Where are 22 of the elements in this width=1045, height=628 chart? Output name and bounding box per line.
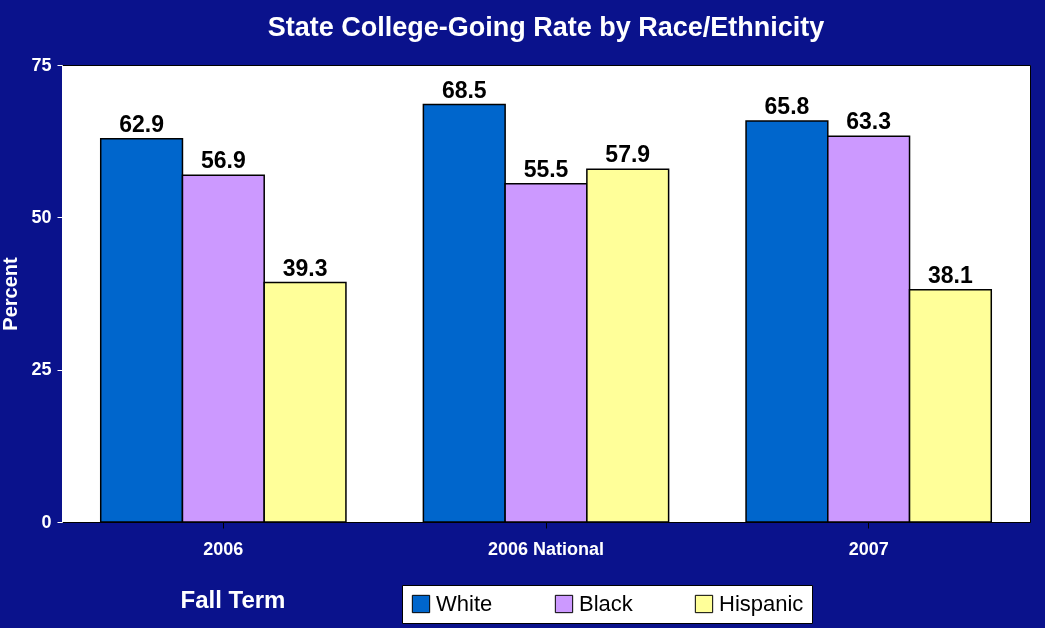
data-label: 68.5 — [441, 76, 487, 103]
legend-label: White — [436, 591, 493, 616]
x-axis-title: Fall Term — [180, 585, 286, 613]
data-label: 63.3 — [846, 108, 892, 135]
legend-label: Hispanic — [719, 591, 804, 616]
data-label: 65.8 — [764, 93, 810, 120]
data-label: 38.1 — [928, 261, 973, 288]
y-tick-label: 50 — [31, 206, 52, 227]
data-label: 62.9 — [119, 110, 164, 137]
chart-title: State College-Going Rate by Race/Ethnicity — [267, 12, 825, 42]
x-tick-label: 2006 National — [487, 538, 605, 559]
y-tick-label: 25 — [31, 359, 52, 380]
y-tick-label: 0 — [41, 511, 52, 532]
data-label: 56.9 — [200, 147, 246, 174]
data-label: 55.5 — [523, 155, 569, 182]
y-tick-label: 75 — [31, 54, 52, 75]
x-tick-label: 2006 — [203, 538, 244, 559]
data-label: 57.9 — [605, 141, 651, 168]
y-axis-title: Percent — [0, 256, 22, 331]
data-label: 39.3 — [282, 254, 328, 281]
legend-label: Black — [579, 591, 634, 616]
x-tick-label: 2007 — [848, 538, 889, 559]
